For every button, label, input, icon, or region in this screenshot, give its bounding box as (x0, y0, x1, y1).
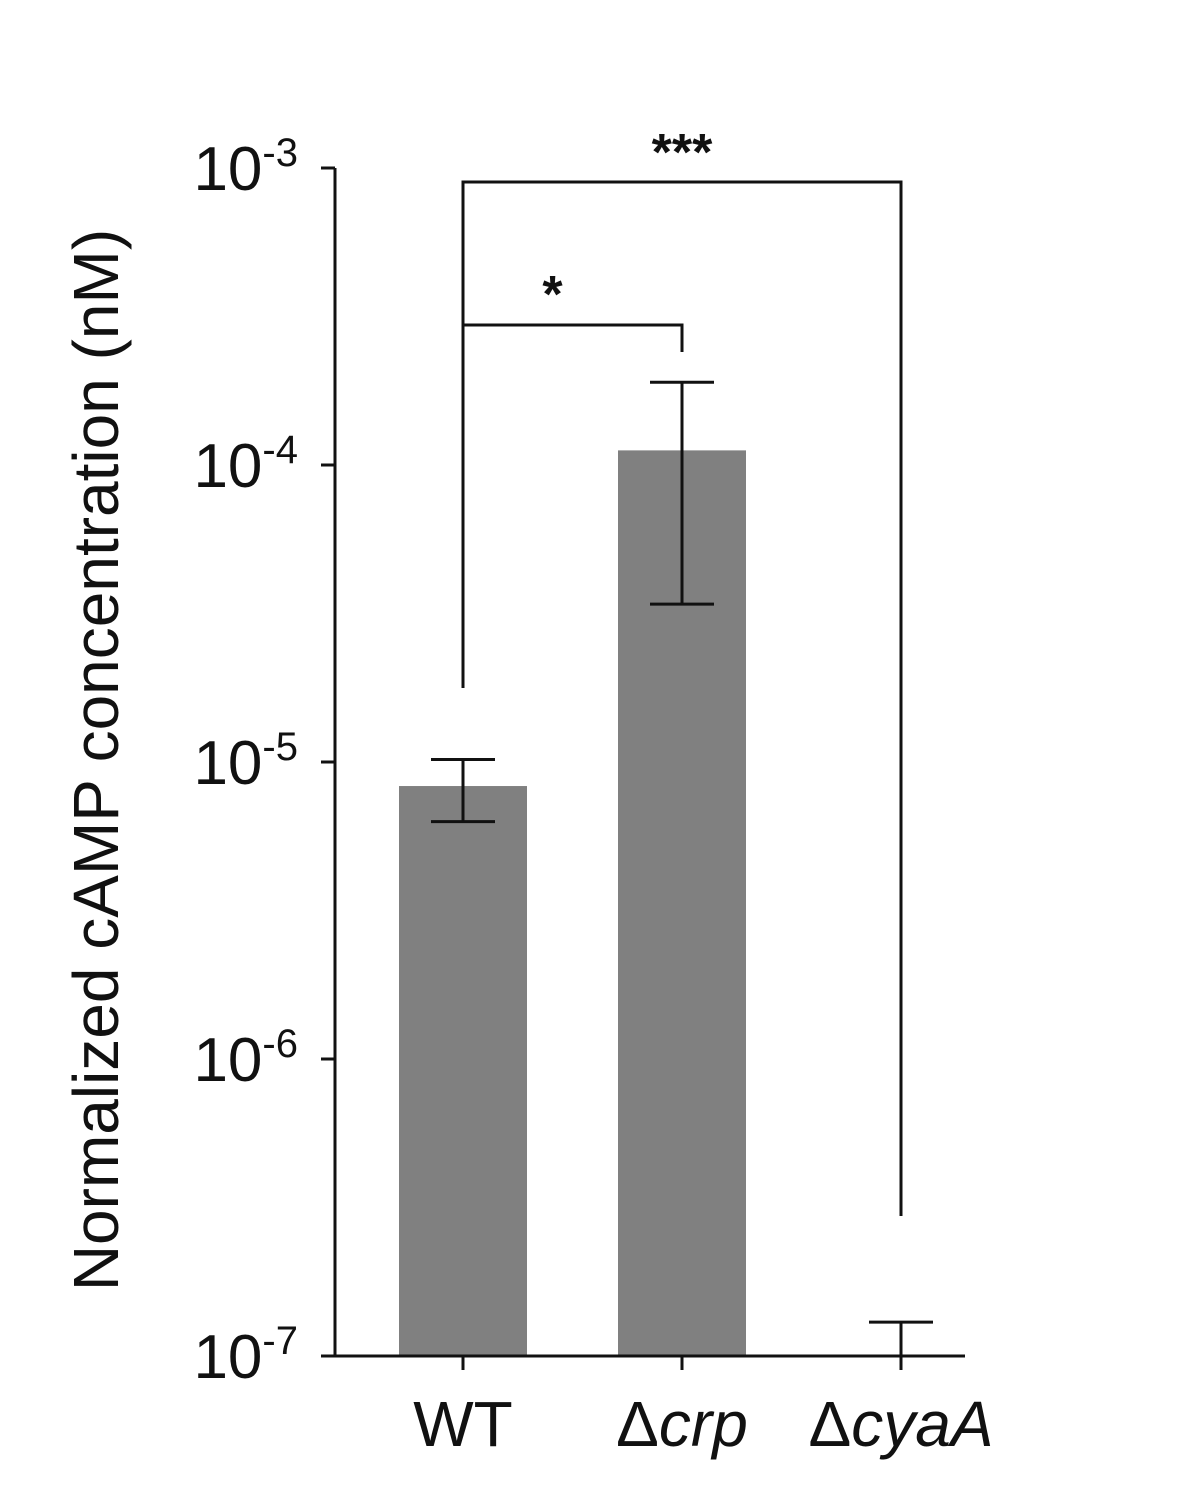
significance-layer: **** (461, 124, 903, 1216)
bar-0 (399, 786, 527, 1356)
significance-label-1: *** (652, 124, 713, 182)
y-tick-label-3: 10-6 (193, 1022, 298, 1095)
y-tick-label-0: 10-3 (193, 131, 298, 204)
x-tick-label-1: Δcrp (616, 1388, 748, 1460)
significance-label-0: * (542, 266, 563, 324)
x-tick-label-0: WT (413, 1388, 513, 1460)
significance-bracket-1 (461, 180, 903, 1216)
y-axis-label: Normalized cAMP concentration (nM) (60, 229, 132, 1291)
y-tick-label-2: 10-5 (193, 725, 298, 798)
y-tick-label-1: 10-4 (193, 428, 298, 501)
y-tick-label-4: 10-7 (193, 1319, 298, 1392)
axes-layer: 10-3 10-4 10-5 10-6 10-7 WT Δcrp ΔcyaA (193, 131, 993, 1460)
error-bars-layer (431, 380, 933, 1356)
bars-layer (399, 450, 746, 1357)
x-tick-label-2: ΔcyaA (808, 1388, 993, 1460)
